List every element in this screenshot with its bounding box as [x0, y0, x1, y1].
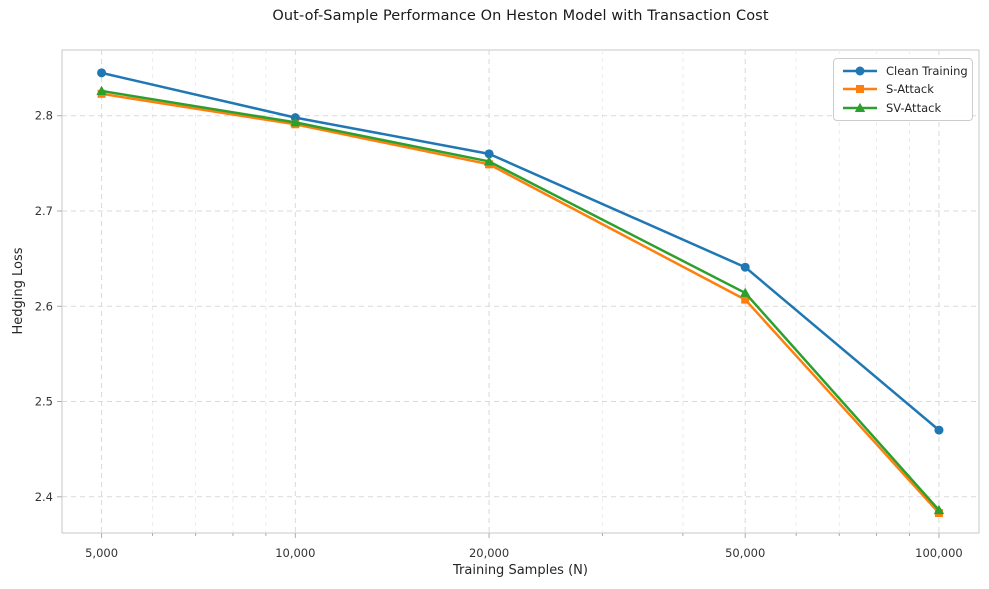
legend-marker-glyph — [856, 85, 864, 94]
data-point-s-attack — [741, 295, 750, 304]
legend: Clean Training S-Attack SV-Attack — [833, 58, 973, 121]
data-point-sv-attack — [290, 117, 301, 127]
x-tick-label: 20,000 — [469, 546, 509, 560]
legend-marker-circle-icon — [843, 66, 877, 76]
data-point-sv-attack — [740, 287, 751, 297]
x-tick-label: 100,000 — [915, 546, 963, 560]
legend-label: Clean Training — [886, 64, 968, 79]
y-tick-label: 2.7 — [35, 204, 53, 218]
y-tick-label: 2.6 — [35, 299, 53, 313]
series-clean-training — [97, 68, 944, 435]
chart-title: Out-of-Sample Performance On Heston Mode… — [272, 8, 769, 24]
legend-label: SV-Attack — [886, 100, 942, 115]
legend-marker-square-icon — [843, 85, 877, 94]
data-point-clean-training — [740, 262, 750, 272]
x-tick-label: 50,000 — [725, 546, 765, 560]
legend-item-clean-training: Clean Training — [841, 62, 968, 80]
legend-item-s-attack: S-Attack — [841, 80, 966, 98]
legend-label: S-Attack — [886, 82, 934, 97]
y-tick-label: 2.8 — [35, 109, 53, 123]
y-tick-label: 2.4 — [35, 490, 53, 504]
data-point-clean-training — [97, 68, 107, 78]
legend-item-sv-attack: SV-Attack — [841, 99, 966, 117]
data-point-sv-attack — [933, 504, 945, 515]
plot-background — [61, 49, 980, 534]
x-tick-label: 10,000 — [275, 546, 315, 560]
x-tick-label: 5,000 — [85, 546, 118, 560]
y-tick-label: 2.5 — [35, 395, 53, 409]
series-sv-attack — [96, 85, 945, 515]
data-point-sv-attack — [96, 85, 107, 95]
data-point-clean-training — [934, 425, 944, 435]
data-point-sv-attack — [483, 156, 495, 166]
legend-marker-glyph — [854, 102, 866, 112]
legend-marker-triangle-icon — [843, 102, 877, 112]
legend-marker-glyph — [855, 66, 865, 76]
data-point-clean-training — [484, 149, 494, 159]
x-axis-label: Training Samples (N) — [453, 563, 588, 578]
